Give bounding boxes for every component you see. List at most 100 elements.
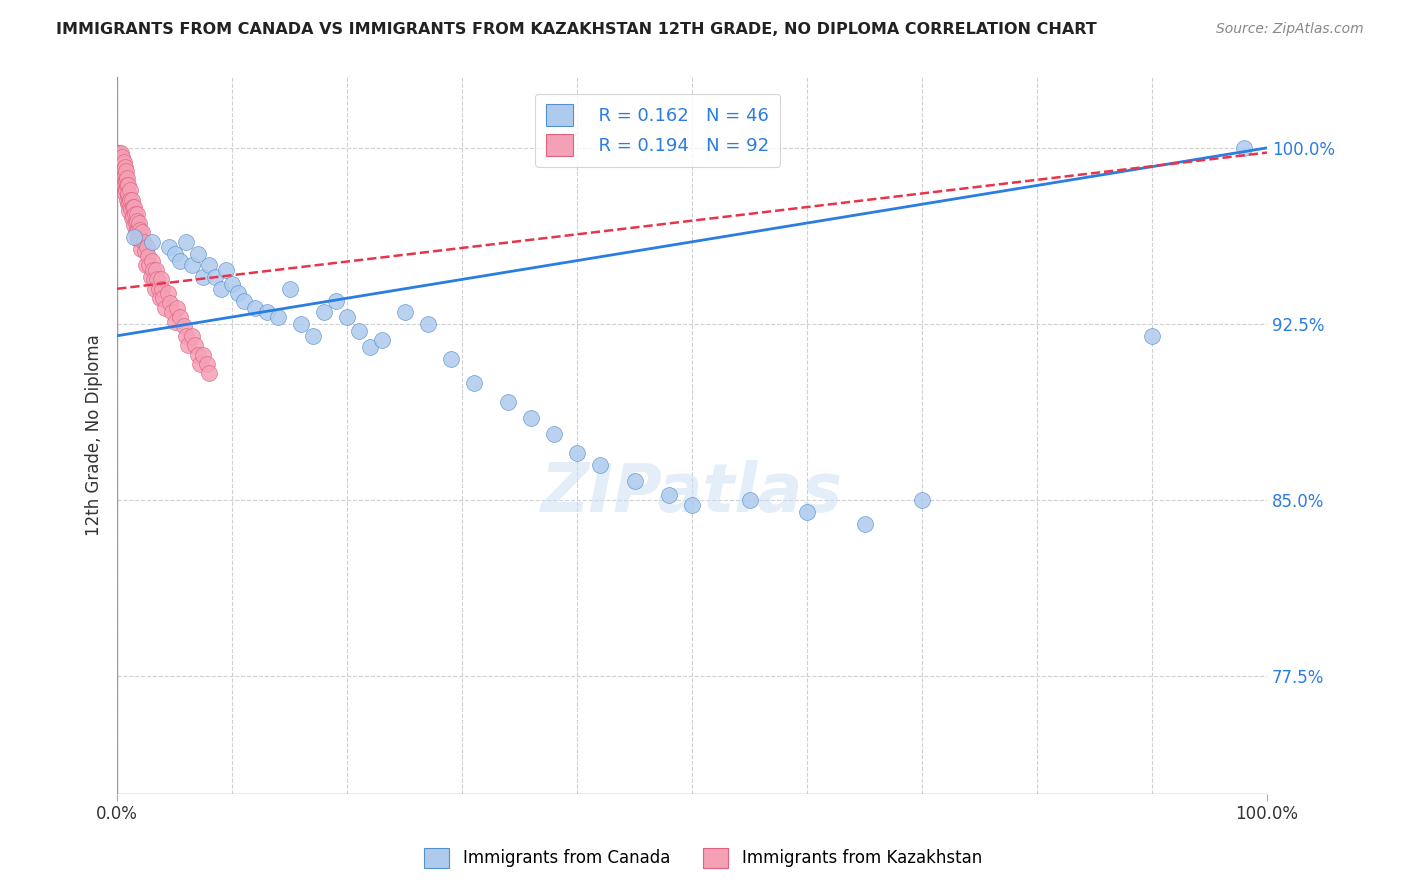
Point bbox=[136, 249, 159, 263]
Point bbox=[157, 239, 180, 253]
Point bbox=[110, 155, 132, 169]
Point bbox=[232, 293, 254, 308]
Point bbox=[162, 305, 184, 319]
Point bbox=[127, 223, 149, 237]
Point bbox=[111, 160, 134, 174]
Point bbox=[111, 169, 134, 183]
Point bbox=[124, 207, 146, 221]
Point bbox=[148, 282, 170, 296]
Point bbox=[150, 282, 173, 296]
Point bbox=[120, 193, 142, 207]
Point bbox=[193, 270, 215, 285]
Point bbox=[145, 263, 167, 277]
Point bbox=[115, 193, 138, 207]
Text: Source: ZipAtlas.com: Source: ZipAtlas.com bbox=[1216, 22, 1364, 37]
Point bbox=[132, 235, 155, 249]
Point bbox=[115, 183, 138, 197]
Point bbox=[336, 310, 359, 324]
Point bbox=[141, 235, 163, 249]
Point bbox=[128, 223, 150, 237]
Point bbox=[463, 376, 485, 390]
Point bbox=[187, 246, 209, 260]
Legend: Immigrants from Canada, Immigrants from Kazakhstan: Immigrants from Canada, Immigrants from … bbox=[418, 841, 988, 875]
Point bbox=[111, 150, 134, 164]
Point bbox=[141, 253, 163, 268]
Point bbox=[520, 411, 543, 425]
Point bbox=[136, 239, 159, 253]
Point bbox=[110, 148, 132, 162]
Point bbox=[118, 183, 141, 197]
Point bbox=[143, 272, 166, 286]
Point bbox=[193, 347, 215, 361]
Point bbox=[124, 200, 146, 214]
Point bbox=[108, 153, 131, 167]
Point bbox=[187, 347, 209, 361]
Point bbox=[115, 171, 138, 186]
Point bbox=[226, 286, 249, 301]
Point bbox=[198, 367, 221, 381]
Point bbox=[108, 150, 131, 164]
Point bbox=[122, 219, 145, 233]
Point bbox=[658, 488, 681, 502]
Point bbox=[347, 324, 370, 338]
Point bbox=[1233, 141, 1256, 155]
Point bbox=[174, 235, 197, 249]
Point bbox=[181, 258, 204, 272]
Text: IMMIGRANTS FROM CANADA VS IMMIGRANTS FROM KAZAKHSTAN 12TH GRADE, NO DIPLOMA CORR: IMMIGRANTS FROM CANADA VS IMMIGRANTS FRO… bbox=[56, 22, 1097, 37]
Point bbox=[565, 446, 588, 460]
Point bbox=[146, 272, 169, 286]
Point bbox=[290, 317, 312, 331]
Point bbox=[143, 282, 166, 296]
Point bbox=[112, 155, 135, 169]
Point bbox=[111, 157, 134, 171]
Point bbox=[114, 167, 136, 181]
Point bbox=[125, 207, 148, 221]
Text: ZIPatlas: ZIPatlas bbox=[541, 460, 844, 526]
Point bbox=[149, 272, 172, 286]
Point bbox=[117, 186, 139, 200]
Point bbox=[121, 193, 143, 207]
Point bbox=[112, 169, 135, 183]
Point bbox=[256, 305, 278, 319]
Point bbox=[131, 242, 153, 256]
Point bbox=[221, 277, 243, 291]
Point bbox=[181, 328, 204, 343]
Point bbox=[543, 427, 565, 442]
Legend:   R = 0.162   N = 46,   R = 0.194   N = 92: R = 0.162 N = 46, R = 0.194 N = 92 bbox=[534, 94, 780, 167]
Point bbox=[129, 232, 152, 246]
Y-axis label: 12th Grade, No Diploma: 12th Grade, No Diploma bbox=[86, 334, 103, 536]
Point bbox=[125, 226, 148, 240]
Point bbox=[120, 202, 142, 216]
Point bbox=[301, 328, 323, 343]
Point bbox=[204, 270, 226, 285]
Point bbox=[110, 153, 132, 167]
Point bbox=[169, 310, 191, 324]
Point bbox=[117, 197, 139, 211]
Point bbox=[110, 145, 132, 160]
Point bbox=[124, 216, 146, 230]
Point bbox=[359, 341, 381, 355]
Point bbox=[108, 145, 131, 160]
Point bbox=[314, 305, 336, 319]
Point bbox=[124, 230, 146, 244]
Point bbox=[114, 160, 136, 174]
Point bbox=[107, 145, 129, 160]
Point bbox=[117, 178, 139, 193]
Point bbox=[110, 164, 132, 178]
Point bbox=[112, 178, 135, 193]
Point bbox=[681, 498, 703, 512]
Point bbox=[114, 176, 136, 190]
Point bbox=[127, 232, 149, 246]
Point bbox=[215, 263, 238, 277]
Point bbox=[177, 338, 200, 352]
Point bbox=[152, 291, 174, 305]
Point bbox=[184, 338, 207, 352]
Point bbox=[117, 178, 139, 193]
Point bbox=[111, 164, 134, 178]
Point bbox=[122, 209, 145, 223]
Point bbox=[114, 164, 136, 178]
Point bbox=[738, 493, 761, 508]
Point bbox=[496, 394, 519, 409]
Point bbox=[589, 458, 612, 472]
Point bbox=[156, 286, 179, 301]
